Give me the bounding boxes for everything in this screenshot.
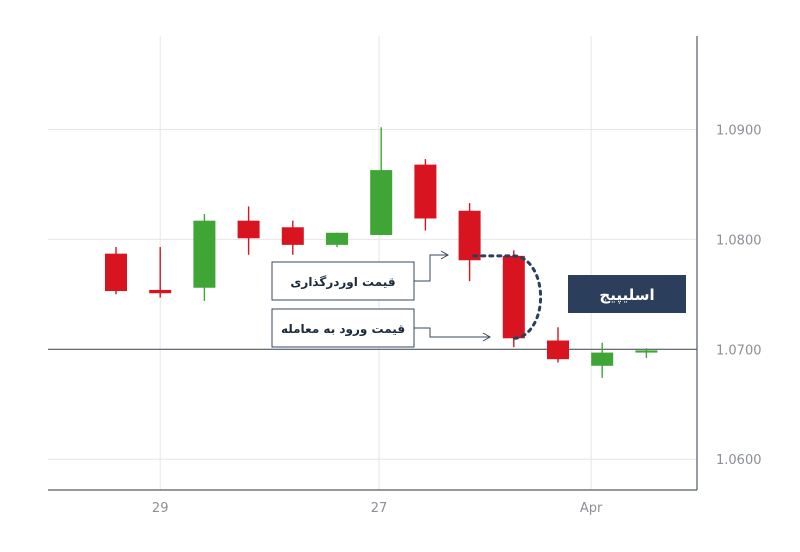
candle-body <box>502 255 525 339</box>
candle-body <box>149 289 172 294</box>
y-tick-label: 1.0800 <box>716 233 762 248</box>
order-price-annotation: قیمت اوردرگذاری <box>271 250 450 301</box>
candle <box>502 250 525 348</box>
candle <box>193 214 216 301</box>
slippage-callout-box <box>568 275 686 313</box>
candle-body <box>591 352 614 366</box>
candle-body <box>326 232 348 245</box>
candle-body <box>281 227 304 245</box>
candle-body <box>370 170 393 235</box>
candle-body <box>105 253 127 292</box>
slippage-dotted-arc <box>472 254 542 340</box>
y-tick-label: 1.0900 <box>716 123 762 138</box>
candle <box>458 203 481 282</box>
y-tick-label: 1.0700 <box>716 343 762 358</box>
slippage-callout-label: اسلیپیج <box>599 286 654 305</box>
candle <box>149 247 172 298</box>
entry-price-arrowhead <box>482 332 492 342</box>
y-tick-label: 1.0600 <box>716 453 762 468</box>
x-axis-ticks: 29 27 Apr <box>152 501 603 516</box>
candle-body <box>414 164 437 219</box>
candle-body <box>237 220 260 239</box>
order-price-label: قیمت اوردرگذاری <box>290 275 395 290</box>
axes <box>48 36 698 491</box>
candle <box>105 247 127 295</box>
candle <box>237 206 260 255</box>
candle <box>370 127 393 235</box>
candle <box>591 342 614 378</box>
candle-body <box>635 350 658 353</box>
candle <box>414 159 437 231</box>
candle <box>326 232 348 248</box>
entry-price-arrow <box>414 327 490 338</box>
entry-price-label: قیمت ورود به معامله <box>281 322 405 337</box>
entry-price-box <box>271 308 415 348</box>
candle-body <box>458 210 481 261</box>
candle <box>281 220 304 255</box>
x-tick-label: 29 <box>152 501 169 516</box>
entry-price-annotation: قیمت ورود به معامله <box>271 308 492 348</box>
slippage-callout: اسلیپیج <box>568 275 686 313</box>
order-price-arrow <box>414 254 448 282</box>
x-tick-label: 27 <box>371 501 388 516</box>
order-price-box <box>271 261 415 301</box>
y-axis-ticks: 1.0900 1.0800 1.0700 1.0600 <box>716 123 762 468</box>
x-tick-label: Apr <box>580 501 603 516</box>
candle <box>547 327 569 363</box>
candle-body <box>193 220 216 288</box>
candles <box>105 127 658 378</box>
order-price-arrowhead <box>440 250 450 260</box>
candle-body <box>547 340 569 360</box>
candle <box>635 348 658 359</box>
